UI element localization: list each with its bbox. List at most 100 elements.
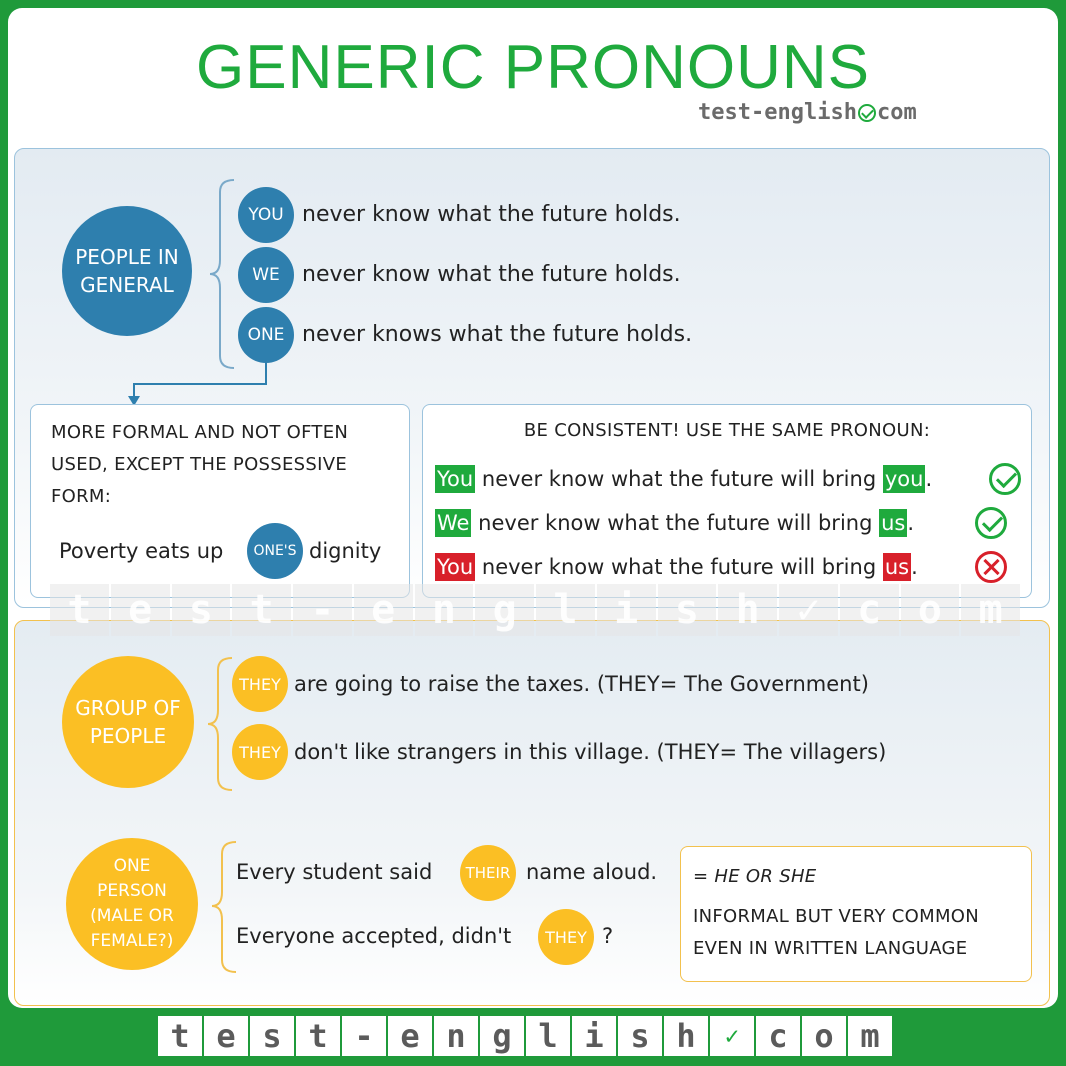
check-icon	[989, 463, 1021, 495]
pronoun-bubble-ones: ONE'S	[247, 523, 303, 579]
circle-label-line2: PEOPLE	[89, 724, 167, 748]
pronoun-bubble-they: THEY	[538, 909, 594, 965]
pronoun-highlight-start: You	[435, 465, 476, 493]
pronoun-highlight-end: us	[879, 509, 908, 537]
footer-letter: h	[664, 1016, 708, 1056]
row-middle: never know what the future will bring	[481, 467, 877, 491]
group-sentence-2: don't like strangers in this village. (T…	[294, 740, 887, 764]
consistent-title: BE CONSISTENT! USE THE SAME PRONOUN:	[523, 420, 931, 441]
note-line-3: EVEN IN WRITTEN LANGUAGE	[693, 938, 968, 959]
general-sentence-3: never knows what the future holds.	[302, 322, 693, 347]
general-sentence-1: never know what the future holds.	[302, 202, 681, 227]
formal-example-before: Poverty eats up	[59, 539, 224, 563]
row-punct: .	[925, 467, 933, 491]
footer-letter: t	[296, 1016, 340, 1056]
brace-icon	[209, 179, 235, 369]
site-domain: com	[876, 100, 917, 125]
pronoun-highlight-start: We	[435, 509, 472, 537]
be-consistent-box: BE CONSISTENT! USE THE SAME PRONOUN: You…	[422, 404, 1032, 598]
circle-label-line4: FEMALE?)	[90, 931, 174, 951]
row-punct: .	[907, 511, 915, 535]
pronoun-bubble-one: ONE	[238, 307, 294, 363]
pronoun-bubble-they: THEY	[232, 724, 288, 780]
watermark-letter: l	[536, 584, 595, 636]
row-punct: .	[911, 555, 918, 579]
watermark-check-icon: ✓	[779, 584, 838, 636]
one-person-sentence-2-before: Everyone accepted, didn't	[236, 924, 512, 948]
watermark-letter: m	[961, 584, 1020, 636]
footer-letter: e	[204, 1016, 248, 1056]
check-dot-icon	[857, 104, 876, 122]
formal-line-2: USED, EXCEPT THE POSSESSIVE	[51, 454, 348, 475]
watermark-letter: i	[596, 584, 656, 636]
watermark-letter: h	[718, 584, 777, 636]
circle-label-line1: ONE	[113, 856, 151, 876]
cross-icon	[975, 551, 1007, 583]
note-line-1: = HE OR SHE	[693, 866, 817, 887]
page-title: GENERIC PRONOUNS	[196, 33, 870, 102]
footer-letter: -	[342, 1016, 386, 1056]
site-logo: test-english com	[698, 100, 917, 125]
brace-icon	[207, 657, 233, 791]
footer-letter: i	[572, 1016, 616, 1056]
formal-usage-box: MORE FORMAL AND NOT OFTEN USED, EXCEPT T…	[30, 404, 410, 598]
one-person-sentence-2-after: ?	[602, 924, 614, 948]
formal-example-after: dignity	[309, 539, 382, 563]
people-in-general-circle: PEOPLE IN GENERAL	[62, 206, 192, 336]
watermark-letter: t	[50, 584, 109, 636]
watermark-letter: o	[900, 584, 960, 636]
watermark-letter: c	[839, 584, 899, 636]
circle-label-line2: PERSON	[97, 881, 167, 901]
footer-letter: g	[480, 1016, 524, 1056]
footer-logo: t e s t - e n g l i s h ✓ c o m	[158, 1016, 892, 1056]
consistent-row-1: You never know what the future will brin…	[435, 465, 932, 493]
connector-arrow-icon	[128, 362, 267, 406]
watermark-letter: n	[414, 584, 474, 636]
footer-check-icon: ✓	[710, 1016, 754, 1056]
pronoun-highlight-end: you	[882, 465, 926, 493]
watermark-letter: g	[475, 584, 534, 636]
pronoun-highlight-start: You	[435, 553, 476, 581]
check-icon	[975, 507, 1007, 539]
formal-line-1: MORE FORMAL AND NOT OFTEN	[51, 422, 349, 443]
site-name: test-english	[698, 100, 857, 125]
one-person-circle: ONE PERSON (MALE OR FEMALE?)	[66, 838, 198, 970]
pronoun-bubble-their: THEIR	[460, 845, 516, 901]
he-or-she-note-box: = HE OR SHE INFORMAL BUT VERY COMMON EVE…	[680, 846, 1032, 982]
one-person-sentence-1-after: name aloud.	[526, 860, 658, 884]
footer-letter: c	[756, 1016, 800, 1056]
group-sentence-1: are going to raise the taxes. (THEY= The…	[294, 672, 869, 696]
circle-label-line1: PEOPLE IN	[75, 245, 179, 269]
footer-letter: s	[250, 1016, 294, 1056]
general-sentence-2: never know what the future holds.	[302, 262, 681, 287]
circle-label-line1: GROUP OF	[75, 696, 181, 720]
brace-icon	[211, 841, 237, 973]
pronoun-bubble-we: WE	[238, 247, 294, 303]
watermark-letter: s	[657, 584, 717, 636]
pronoun-bubble-they: THEY	[232, 656, 288, 712]
row-middle: never know what the future will bring	[481, 555, 877, 579]
watermark-letter: t	[232, 584, 291, 636]
group-of-people-circle: GROUP OF PEOPLE	[62, 656, 194, 788]
consistent-row-3: You never know what the future will brin…	[435, 553, 918, 581]
consistent-row-2: We never know what the future will bring…	[435, 509, 914, 537]
watermark-letter: s	[171, 584, 231, 636]
footer-letter: l	[526, 1016, 570, 1056]
circle-label-line3: (MALE OR	[90, 906, 174, 926]
footer-letter: n	[434, 1016, 478, 1056]
watermark-letter: e	[110, 584, 170, 636]
footer-letter: e	[388, 1016, 432, 1056]
footer-letter: m	[848, 1016, 892, 1056]
footer-letter: t	[158, 1016, 202, 1056]
watermark-letter: e	[353, 584, 413, 636]
note-line-2: INFORMAL BUT VERY COMMON	[693, 906, 980, 927]
watermark-banner: t e s t - e n g l i s h ✓ c o m	[50, 584, 1020, 636]
pronoun-highlight-end: us	[882, 553, 912, 581]
row-middle: never know what the future will bring	[478, 511, 873, 535]
formal-line-3: FORM:	[51, 486, 112, 507]
watermark-letter: -	[293, 584, 352, 636]
one-person-sentence-1-before: Every student said	[236, 860, 433, 884]
circle-label-line2: GENERAL	[80, 273, 174, 297]
footer-letter: s	[618, 1016, 662, 1056]
footer-letter: o	[802, 1016, 846, 1056]
